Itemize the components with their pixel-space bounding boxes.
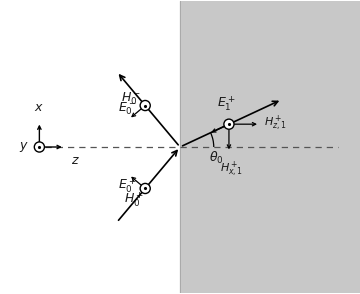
Bar [0,1,180,293]
Text: $z$: $z$ [71,154,80,167]
Bar [180,1,360,293]
Text: $H_0^+$: $H_0^+$ [123,190,144,209]
Text: $H_{x,1}^+$: $H_{x,1}^+$ [220,159,243,179]
Circle shape [140,101,150,111]
Text: $H_{z,1}^+$: $H_{z,1}^+$ [264,113,287,133]
Text: $E_1^+$: $E_1^+$ [217,94,235,113]
Text: $\theta_0$: $\theta_0$ [209,150,223,166]
Circle shape [224,119,234,129]
Text: $x$: $x$ [35,101,44,114]
Text: $y$: $y$ [19,140,29,154]
Text: $H_0^-$: $H_0^-$ [121,91,141,107]
Circle shape [34,142,44,152]
Text: $E_0^-$: $E_0^-$ [118,100,137,117]
Circle shape [140,183,150,193]
Text: $E_0^+$: $E_0^+$ [118,176,137,195]
